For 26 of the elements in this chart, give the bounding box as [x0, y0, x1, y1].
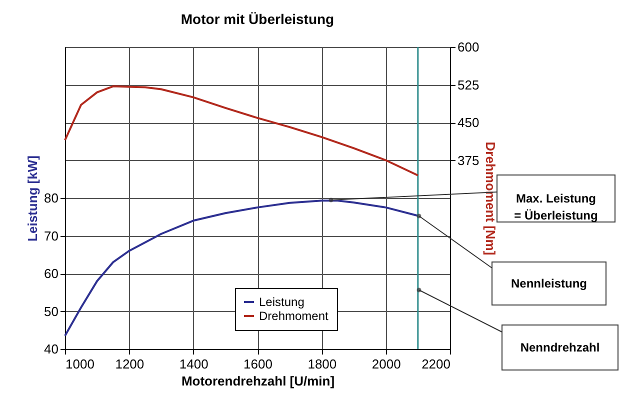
chart-title: Motor mit Überleistung [180, 11, 334, 27]
x-tick-label: 2200 [422, 356, 450, 372]
x-tick-label: 1200 [115, 356, 144, 372]
legend-label: Drehmoment [259, 309, 330, 323]
y-tick-label: 80 [44, 190, 58, 206]
y2-tick-label: 450 [458, 115, 480, 130]
x-tick-label: 1400 [179, 356, 208, 372]
text: Nenndrehzahl [520, 340, 600, 354]
x-axis-title: Motorendrehzahl [U/min] [181, 374, 335, 388]
legend-label: Leistung [259, 295, 304, 309]
y-tick-label: 70 [44, 228, 58, 244]
y2-tick-label: 600 [458, 40, 480, 54]
y2-tick-label: 525 [458, 77, 480, 92]
text: Nennleistung [510, 276, 588, 290]
x-tick-label: 1600 [244, 356, 272, 372]
x-tick-label: 1000 [66, 356, 94, 372]
y2-axis-title: Drehmoment [Nm] [483, 142, 498, 256]
y-axis-title: Leistung [kW] [25, 156, 40, 242]
x-tick-label: 2000 [372, 356, 401, 372]
x-tick-label: 1800 [308, 356, 337, 372]
y-tick-label: 50 [44, 304, 58, 319]
y-tick-label: 60 [44, 266, 58, 281]
line-series [64, 85, 419, 176]
text: Max. Leistung = Überleistung [514, 192, 598, 222]
y2-tick-label: 375 [458, 152, 480, 168]
y-tick-label: 40 [44, 342, 58, 356]
